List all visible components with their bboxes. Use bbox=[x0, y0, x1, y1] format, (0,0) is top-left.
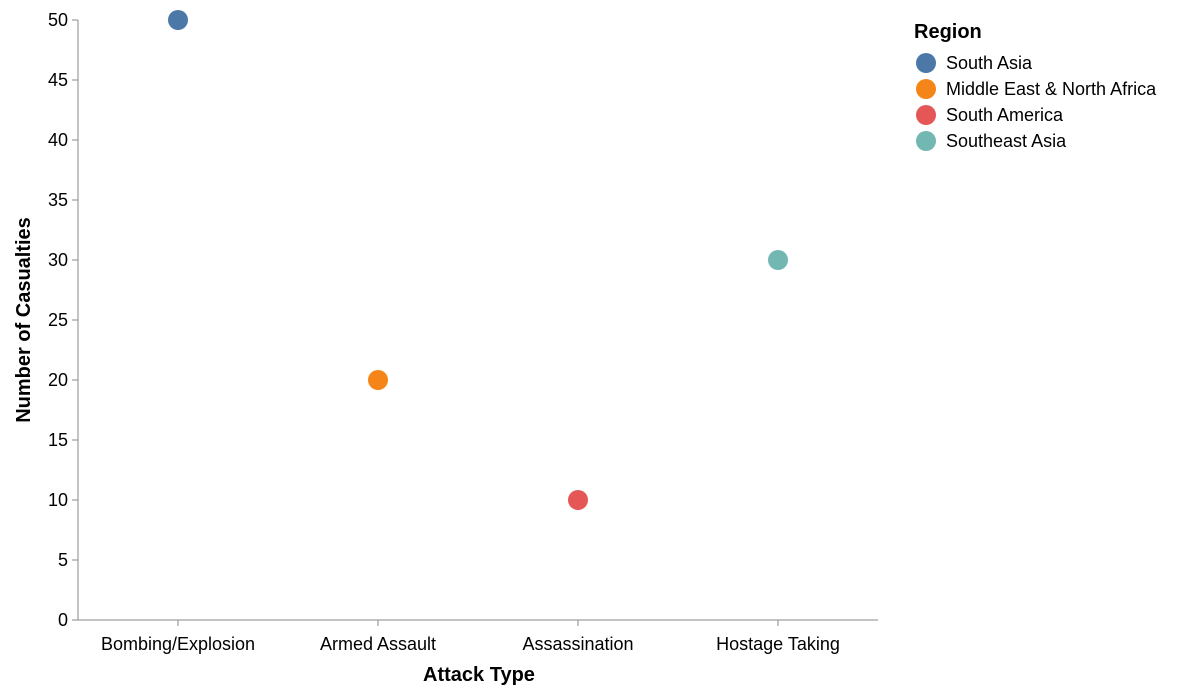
data-point[interactable] bbox=[168, 10, 188, 30]
data-points bbox=[168, 10, 788, 510]
legend-symbol bbox=[916, 79, 936, 99]
legend-label: Middle East & North Africa bbox=[946, 79, 1157, 99]
y-tick-label: 25 bbox=[48, 310, 68, 330]
legend-title: Region bbox=[914, 21, 982, 43]
y-tick-label: 0 bbox=[58, 610, 68, 630]
data-point[interactable] bbox=[368, 370, 388, 390]
legend-symbol bbox=[916, 53, 936, 73]
y-tick-label: 10 bbox=[48, 490, 68, 510]
legend-symbol bbox=[916, 131, 936, 151]
x-tick-label: Bombing/Explosion bbox=[101, 634, 255, 654]
x-axis-title: Attack Type bbox=[423, 664, 535, 686]
y-tick-label: 15 bbox=[48, 430, 68, 450]
y-axis-title: Number of Casualties bbox=[13, 217, 35, 423]
y-axis: 0 5 10 15 20 25 30 35 40 45 50 bbox=[48, 10, 79, 630]
y-tick-label: 20 bbox=[48, 370, 68, 390]
y-tick-label: 45 bbox=[48, 70, 68, 90]
y-tick-label: 35 bbox=[48, 190, 68, 210]
data-point[interactable] bbox=[568, 490, 588, 510]
y-tick-label: 50 bbox=[48, 10, 68, 30]
x-tick-label: Armed Assault bbox=[320, 634, 436, 654]
legend-symbol bbox=[916, 105, 936, 125]
y-tick-label: 30 bbox=[48, 250, 68, 270]
x-tick-label: Assassination bbox=[522, 634, 633, 654]
legend: Region South Asia Middle East & North Afr… bbox=[914, 21, 1157, 151]
data-point[interactable] bbox=[768, 250, 788, 270]
legend-label: South America bbox=[946, 105, 1064, 125]
y-tick-label: 5 bbox=[58, 550, 68, 570]
legend-label: Southeast Asia bbox=[946, 131, 1067, 151]
x-tick-label: Hostage Taking bbox=[716, 634, 840, 654]
y-tick-label: 40 bbox=[48, 130, 68, 150]
x-axis: Bombing/Explosion Armed Assault Assassinat… bbox=[78, 619, 878, 654]
legend-label: South Asia bbox=[946, 53, 1033, 73]
